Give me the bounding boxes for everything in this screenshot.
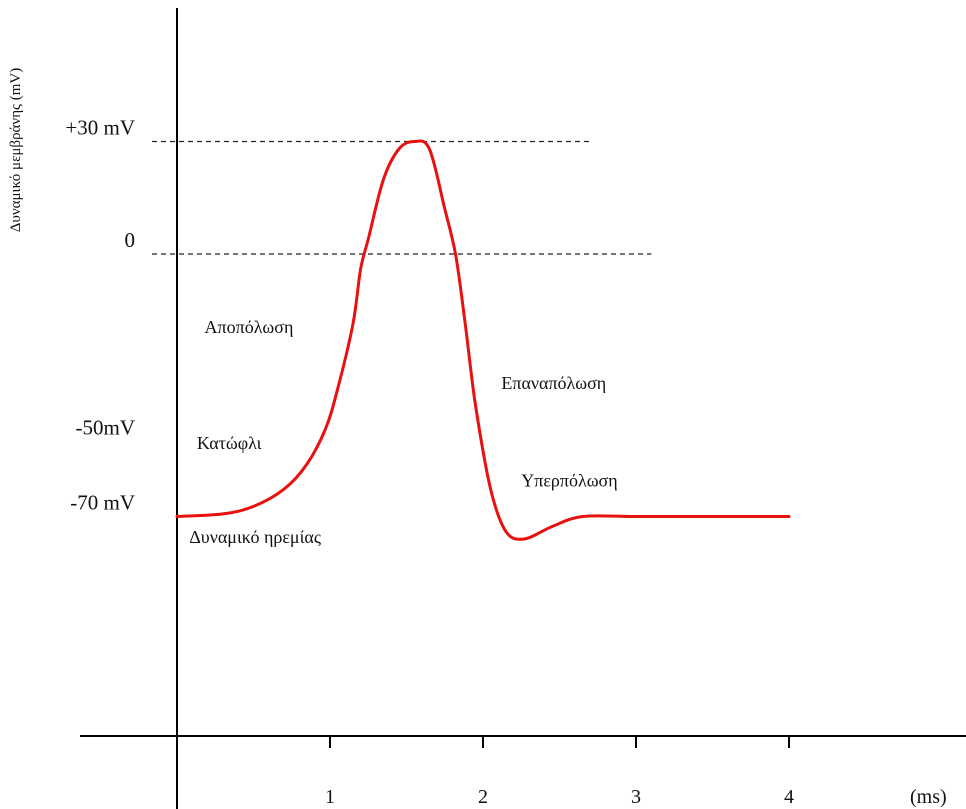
- x-tick-label-2: 2: [478, 786, 488, 808]
- series-layer: [175, 139, 791, 541]
- y-level-label-4: -70 mV: [70, 491, 135, 515]
- annotation-3: Κατώφλι: [197, 433, 262, 453]
- x-tick-label-4: 4: [784, 786, 794, 808]
- series-1-line: [175, 139, 791, 541]
- y-level-label-1: +30 mV: [65, 116, 135, 140]
- x-tick-label-1: 1: [325, 786, 335, 808]
- x-axis-unit-label: (ms): [910, 786, 947, 808]
- annotation-4: Υπερπόλωση: [521, 471, 617, 491]
- annotation-1: Αποπόλωση: [205, 317, 294, 337]
- annotation-5: Δυναμικό ηρεμίας: [189, 527, 321, 547]
- y-level-label-2: 0: [125, 228, 136, 252]
- x-tick-label-3: 3: [631, 786, 641, 808]
- annotation-2: Επαναπόλωση: [501, 373, 606, 393]
- x-ticks: 1 2 3 4: [325, 736, 794, 808]
- y-level-markers: +30 mV 0 -50mV -70 mV: [65, 116, 652, 515]
- annotation-layer: Αποπόλωση Επαναπόλωση Κατώφλι Υπερπόλωση Δυν…: [189, 317, 617, 547]
- y-level-label-3: -50mV: [76, 416, 136, 440]
- y-axis-title: Δυναμικό μεμβράνης (mV): [8, 68, 24, 232]
